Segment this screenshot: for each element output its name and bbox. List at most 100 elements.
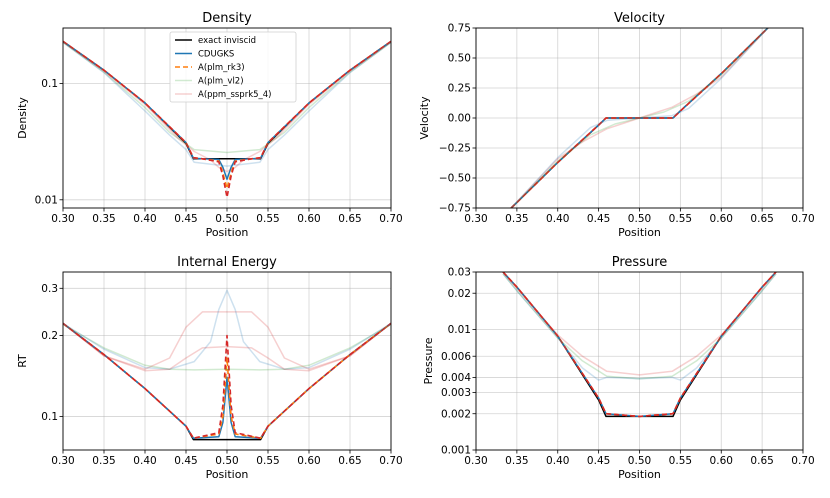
y-axis-label: Density [16,97,29,139]
x-tick-label: 0.65 [750,213,773,225]
subplot-density: 0.30 0.35 0.40 0.45 0.50 0.55 0.60 0.65 0.70 0.1 0… [16,11,403,239]
y-tick-label: 0.75 [448,23,471,35]
y-tick-label: 0.01 [448,324,471,336]
x-tick-label: 0.45 [587,213,610,225]
subplot-title: Velocity [614,11,665,26]
x-axis-label: Position [206,468,249,481]
x-tick-label: 0.60 [297,455,320,467]
x-tick-label: 0.70 [791,455,814,467]
x-tick-label: 0.65 [338,213,361,225]
x-tick-label: 0.40 [133,213,156,225]
y-tick-label: 0.02 [448,288,471,300]
series-line-a-plm-vl2- [63,41,391,154]
legend-label: exact inviscid [198,36,256,46]
series-line-extra-5 [63,41,391,167]
series-line-a-plm-vl2- [63,323,391,371]
x-tick-label: 0.30 [464,455,487,467]
y-tick-label: 0.01 [35,194,58,206]
series-line-a-ppm-ssprk5-4- [63,41,391,173]
grid [475,271,804,451]
series-line-extra-6 [63,322,391,372]
y-tick-label: 0.004 [441,372,471,384]
subplot-velocity: 0.30 0.35 0.40 0.45 0.50 0.55 0.60 0.65 0.70 −0.7… [418,11,815,239]
x-tick-label: 0.35 [505,213,528,225]
y-tick-label: −0.25 [439,143,471,155]
series-line-extra-7 [63,322,391,440]
x-tick-label: 0.30 [51,213,74,225]
legend-label: A(plm_vl2) [198,77,244,87]
y-tick-label: 0.00 [448,113,471,125]
x-tick-label: 0.40 [546,213,569,225]
x-tick-label: 0.35 [505,455,528,467]
y-tick-label: −0.75 [439,203,471,215]
subplot-internal-energy: 0.30 0.35 0.40 0.45 0.50 0.55 0.60 0.65 0.70 0.1 0… [16,255,403,481]
y-tick-label: 0.3 [41,283,58,295]
series-line-a-plm-vl2- [502,273,777,380]
y-tick-label: 0.006 [441,351,471,363]
series-line-a-ppm-ssprk5-4- [510,28,769,208]
y-axis-label: Pressure [422,337,435,384]
x-tick-label: 0.65 [338,455,361,467]
series-line-a-plm-vl2- [510,28,769,208]
x-tick-label: 0.65 [750,455,773,467]
y-tick-label: 0.2 [41,330,58,342]
x-axis-label: Position [618,226,661,239]
legend-label: A(plm_rk3) [198,63,245,73]
x-tick-label: 0.45 [174,455,197,467]
y-axis-label: RT [16,354,29,368]
subplot-title: Density [202,11,252,26]
x-tick-label: 0.60 [710,455,733,467]
y-axis-label: Velocity [418,96,431,140]
y-tick-label: 0.03 [448,267,471,279]
series-line-a-ppm-ssprk5-4- [63,311,391,370]
y-tick-label: −0.50 [439,173,471,185]
subplot-title: Internal Energy [177,255,277,270]
series-line-extra-5 [502,273,777,381]
x-tick-label: 0.50 [215,455,238,467]
x-tick-label: 0.45 [174,213,197,225]
x-tick-label: 0.35 [92,455,115,467]
x-tick-label: 0.55 [256,455,279,467]
legend-box [169,31,297,103]
x-tick-label: 0.55 [669,455,692,467]
x-tick-label: 0.50 [628,455,651,467]
x-tick-label: 0.55 [669,213,692,225]
x-tick-label: 0.70 [379,455,402,467]
x-tick-label: 0.50 [628,213,651,225]
x-axis-label: Position [206,226,249,239]
series-lines [63,289,391,441]
series-line-a-ppm-ssprk5-4- [502,272,777,376]
y-tick-label: 0.002 [441,408,471,420]
legend-label: A(ppm_ssprk5_4) [198,90,272,100]
x-tick-label: 0.60 [297,213,320,225]
x-tick-label: 0.55 [256,213,279,225]
x-tick-label: 0.40 [133,455,156,467]
y-tick-label: 0.25 [448,83,471,95]
y-tick-label: 0.001 [441,445,471,457]
legend-label: CDUGKS [198,50,234,60]
subplot-pressure: 0.30 0.35 0.40 0.45 0.50 0.55 0.60 0.65 0.70 0.00… [422,255,815,481]
x-tick-label: 0.45 [587,455,610,467]
legend: exact inviscid CDUGKS A(plm_rk3) A(plm_vl2)… [169,31,297,103]
y-tick-label: 0.1 [41,78,58,90]
series-line-extra-5 [510,28,769,208]
x-tick-label: 0.70 [379,213,402,225]
series-lines [510,28,769,208]
series-line-extra-6 [63,40,391,199]
x-axis-label: Position [618,468,661,481]
series-lines [502,272,777,418]
x-tick-label: 0.40 [546,455,569,467]
series-line-extra-6 [510,28,769,208]
y-tick-label: 0.1 [41,411,58,423]
x-tick-label: 0.70 [791,213,814,225]
x-tick-label: 0.60 [710,213,733,225]
subplot-title: Pressure [612,255,668,270]
y-tick-label: 0.50 [448,53,471,65]
x-tick-label: 0.30 [51,455,74,467]
y-tick-label: 0.003 [441,387,471,399]
series-line-extra-6 [502,272,777,418]
x-tick-label: 0.50 [215,213,238,225]
x-tick-label: 0.35 [92,213,115,225]
series-lines [63,40,391,199]
